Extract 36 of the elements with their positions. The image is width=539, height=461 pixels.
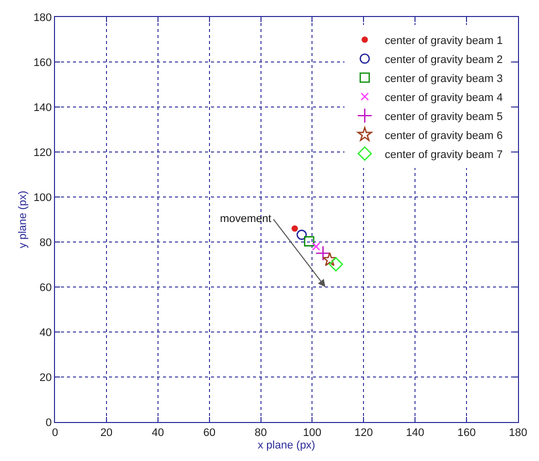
y-tick-label: 0 (46, 416, 52, 429)
point (315, 246, 331, 261)
point (312, 242, 320, 251)
y-tick-label: 160 (33, 56, 52, 69)
y-tick-label: 180 (33, 12, 52, 24)
point (328, 257, 344, 272)
y-axis-title: y plane (px) (17, 190, 30, 248)
x-tick-label: 160 (457, 427, 476, 440)
y-tick-label: 20 (40, 372, 52, 384)
annotation: movement (220, 213, 272, 225)
x-tick-label: 60 (203, 427, 216, 440)
point (292, 225, 298, 232)
x-tick-label: 140 (406, 427, 424, 440)
x-tick-label: 180 (508, 427, 528, 440)
x-tick-label: 40 (152, 427, 164, 440)
legend-label: center of gravity beam 5 (384, 110, 503, 123)
legend-label: center of gravity beam 7 (384, 148, 503, 161)
point (296, 230, 307, 240)
y-tick-label: 120 (33, 146, 52, 159)
point (304, 236, 314, 246)
x-tick-label: 100 (303, 427, 322, 440)
x-axis-title: x plane (px) (258, 439, 316, 452)
y-tick-label: 60 (40, 282, 52, 294)
y-tick-label: 80 (40, 236, 52, 249)
legend-label: center of gravity beam 3 (384, 72, 503, 85)
x-tick-label: 20 (100, 427, 113, 440)
y-tick-label: 140 (33, 102, 52, 114)
point (322, 252, 338, 266)
y-tick-label: 40 (40, 326, 52, 339)
y-tick-label: 100 (33, 192, 52, 204)
legend-label: center of gravity beam 4 (384, 92, 503, 104)
legend-label: center of gravity beam 1 (384, 34, 503, 47)
legend-label: center of gravity beam 2 (384, 54, 503, 66)
x-tick-label: 80 (254, 427, 267, 440)
x-tick-label: 120 (354, 427, 373, 440)
legend-label: center of gravity beam 6 (384, 130, 503, 142)
